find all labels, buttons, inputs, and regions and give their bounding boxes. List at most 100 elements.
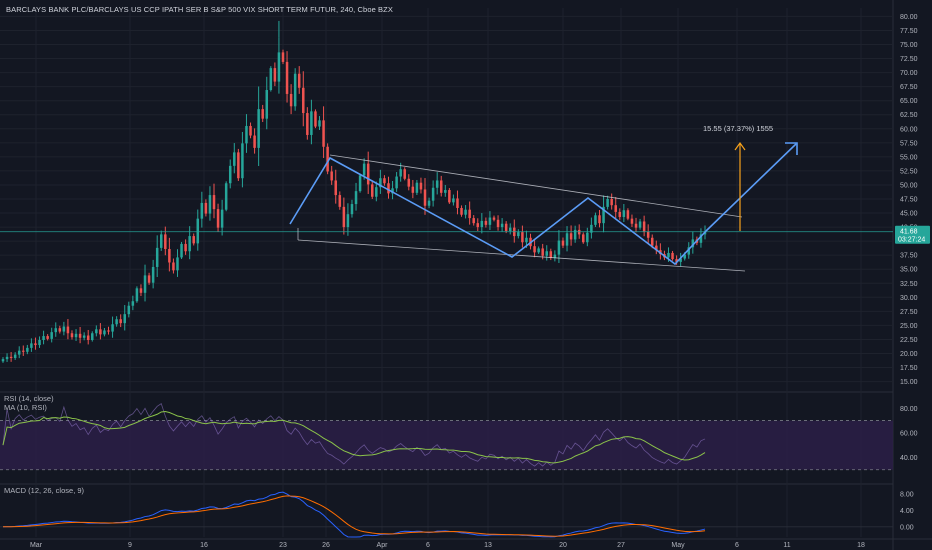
candle-body — [379, 178, 382, 188]
macd-tick-label: 4.00 — [900, 508, 914, 515]
candle-body — [342, 206, 346, 228]
candle-body — [310, 111, 313, 135]
candle-body — [399, 169, 402, 177]
candle-body — [220, 209, 224, 228]
candle-body — [500, 223, 504, 228]
candle-body — [289, 93, 293, 107]
candle-body — [671, 252, 674, 260]
candle-body — [180, 243, 183, 258]
candle-body — [131, 301, 135, 306]
rsi-label[interactable]: RSI (14, close) — [4, 394, 54, 403]
candle-body — [480, 220, 484, 228]
candle-body — [423, 189, 427, 206]
candle-body — [383, 178, 386, 184]
candle-body — [687, 247, 691, 255]
candle-body — [448, 190, 451, 203]
candle-body — [683, 254, 686, 259]
y-tick-label: 52.50 — [900, 168, 918, 175]
candle-body — [667, 252, 670, 258]
candle-body — [415, 182, 419, 193]
rsi-band-fill — [0, 420, 893, 470]
candle-body — [200, 202, 204, 219]
candle-body — [330, 171, 333, 181]
macd-tick-label: 8.00 — [900, 492, 914, 499]
x-tick-label: May — [671, 542, 685, 549]
x-tick-label: 11 — [783, 542, 790, 549]
candle-body — [464, 209, 467, 215]
y-tick-label: 70.00 — [900, 70, 918, 77]
candle-body — [318, 120, 321, 127]
candle-body — [1, 359, 5, 362]
y-tick-label: 15.00 — [900, 379, 918, 386]
candle-body — [565, 233, 569, 246]
x-tick-label: 27 — [617, 542, 625, 549]
candle-body — [111, 324, 114, 332]
candle-body — [155, 247, 159, 267]
candle-body — [293, 73, 297, 107]
candle-body — [86, 335, 90, 341]
candle-body — [517, 232, 520, 237]
candle-body — [9, 356, 13, 358]
y-tick-label: 25.00 — [900, 323, 918, 330]
channel-upper-line — [329, 154, 743, 218]
candle-body — [650, 237, 654, 246]
candle-body — [30, 343, 33, 348]
candle-body — [306, 113, 309, 135]
y-tick-label: 80.00 — [900, 14, 918, 21]
candle-body — [638, 221, 642, 228]
macd-tick-label: 0.00 — [900, 524, 914, 531]
candle-body — [586, 232, 589, 243]
zigzag-pattern — [289, 156, 707, 266]
candle-body — [82, 335, 86, 338]
candle-body — [99, 329, 102, 335]
candle-body — [582, 234, 585, 243]
candle-body — [334, 180, 337, 196]
projection-arrowhead — [785, 142, 798, 155]
candle-body — [573, 229, 577, 240]
y-tick-label: 50.00 — [900, 182, 918, 189]
candle-body — [196, 218, 200, 244]
candle-body — [297, 73, 301, 88]
candle-body — [139, 288, 143, 293]
candle-body — [62, 326, 66, 332]
candle-body — [115, 319, 118, 325]
candle-body — [541, 248, 544, 256]
candle-body — [602, 206, 605, 224]
rsi-ma-line — [2, 410, 706, 464]
candle-body — [427, 200, 431, 206]
x-tick-label: 6 — [426, 542, 430, 549]
candle-body — [492, 217, 496, 220]
pattern-drawings[interactable] — [0, 141, 893, 272]
candle-body — [38, 340, 41, 346]
y-tick-label: 37.50 — [900, 253, 918, 260]
candle-body — [655, 245, 658, 251]
y-tick-label: 17.50 — [900, 365, 918, 372]
macd-label[interactable]: MACD (12, 26, close, 9) — [4, 486, 85, 495]
candle-body — [135, 288, 139, 302]
candle-body — [58, 328, 62, 332]
y-tick-label: 32.50 — [900, 281, 918, 288]
y-tick-label: 20.00 — [900, 351, 918, 358]
candle-body — [26, 347, 29, 352]
candle-body — [46, 336, 49, 339]
candle-body — [630, 218, 634, 224]
y-tick-label: 57.50 — [900, 140, 918, 147]
candle-body — [95, 329, 98, 334]
candle-body — [569, 233, 573, 240]
candle-body — [407, 178, 411, 187]
candle-body — [439, 180, 443, 193]
x-tick-label: Mar — [30, 542, 43, 549]
candle-body — [614, 205, 617, 212]
projection-line — [705, 143, 797, 232]
candle-body — [70, 333, 74, 338]
rsi-ma-label[interactable]: MA (10, RSI) — [4, 403, 47, 412]
candlestick-series[interactable] — [1, 20, 707, 363]
candle-body — [326, 146, 329, 172]
candle-body — [557, 240, 561, 255]
candle-body — [17, 350, 21, 355]
x-tick-label: 20 — [559, 542, 567, 549]
candle-body — [188, 236, 191, 252]
candle-body — [253, 135, 256, 148]
candle-body — [314, 111, 317, 127]
